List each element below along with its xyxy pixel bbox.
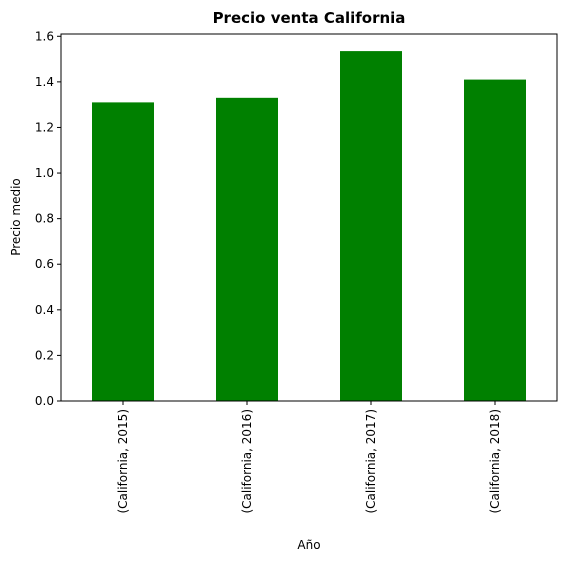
bar-3	[464, 79, 526, 402]
x-tick-label: (California, 2015)	[116, 409, 130, 514]
bar-1	[216, 97, 278, 402]
y-tick-label: 1.0	[35, 166, 54, 180]
y-axis-ticks: 0.0 0.2 0.4 0.6 0.8 1.0 1.2 1.4 1.6	[35, 29, 61, 408]
x-tick-label: (California, 2017)	[364, 409, 378, 514]
bars-group	[92, 51, 526, 402]
bar-2	[340, 51, 402, 401]
bar-0	[92, 102, 154, 401]
x-axis-ticks: (California, 2015) (California, 2016) (Cal…	[116, 401, 502, 514]
x-tick-label: (California, 2018)	[488, 409, 502, 514]
y-tick-label: 0.0	[35, 394, 54, 408]
y-tick-label: 0.4	[35, 303, 54, 317]
plot-area-frame	[60, 33, 558, 402]
y-axis-label: Precio medio	[9, 178, 23, 256]
y-tick-label: 1.2	[35, 120, 54, 134]
y-tick-label: 0.8	[35, 212, 54, 226]
x-tick-label: (California, 2016)	[240, 409, 254, 514]
y-tick-label: 1.6	[35, 29, 54, 43]
y-tick-label: 0.6	[35, 257, 54, 271]
y-tick-label: 0.2	[35, 348, 54, 362]
chart-title: Precio venta California	[213, 9, 406, 27]
x-axis-label: Año	[297, 538, 320, 552]
y-tick-label: 1.4	[35, 75, 54, 89]
